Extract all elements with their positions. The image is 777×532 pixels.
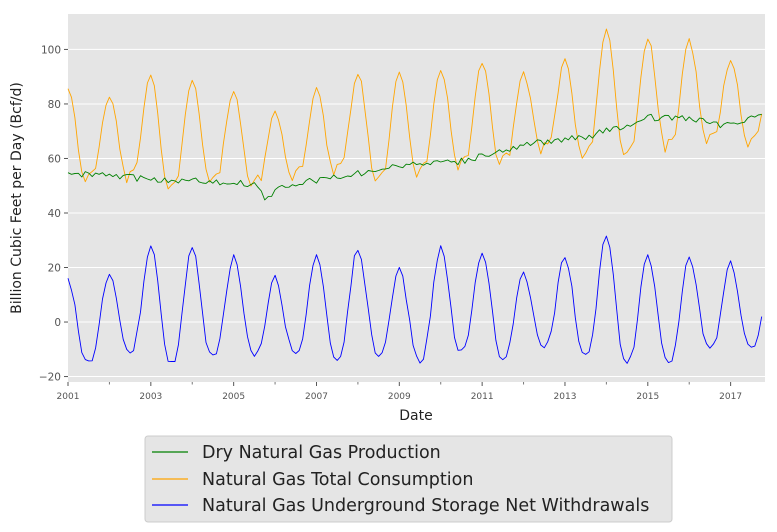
- y-axis: −20 0 20 40 60 80 100: [39, 44, 68, 384]
- x-tick-label: 2001: [57, 392, 80, 402]
- y-tick-label: 40: [48, 208, 61, 220]
- series-line-0: [67, 113, 762, 201]
- y-tick-label: 60: [48, 153, 61, 165]
- grid: [68, 48, 765, 378]
- x-tick-label: 2009: [388, 392, 411, 402]
- x-axis: 2001 2003 2005 2007 2009 2011 2013 2015 2017: [57, 382, 742, 402]
- legend-label-production: Dry Natural Gas Production: [202, 443, 441, 463]
- y-tick-label: 80: [48, 99, 61, 111]
- x-tick-label: 2011: [471, 392, 494, 402]
- x-axis-title: Date: [399, 408, 432, 424]
- y-tick-label: 0: [54, 317, 61, 329]
- y-tick-label: −20: [39, 372, 61, 384]
- x-tick-label: 2017: [719, 392, 742, 402]
- y-axis-title: Billion Cubic Feet per Day (Bcf/d): [9, 82, 25, 314]
- legend: Dry Natural Gas Production Natural Gas T…: [144, 435, 673, 523]
- x-tick-label: 2013: [554, 392, 577, 402]
- legend-label-withdrawals: Natural Gas Underground Storage Net With…: [202, 496, 649, 516]
- x-tick-label: 2015: [636, 392, 659, 402]
- legend-label-consumption: Natural Gas Total Consumption: [202, 470, 473, 490]
- x-tick-label: 2005: [222, 392, 245, 402]
- x-tick-label: 2007: [305, 392, 328, 402]
- plot-background: [68, 14, 765, 382]
- y-tick-label: 20: [48, 263, 61, 275]
- legend-box: [144, 435, 673, 523]
- series-layer: [67, 28, 763, 364]
- y-tick-label: 100: [41, 44, 61, 56]
- series-line-2: [67, 235, 763, 364]
- x-tick-label: 2003: [139, 392, 162, 402]
- series-line-1: [67, 28, 763, 190]
